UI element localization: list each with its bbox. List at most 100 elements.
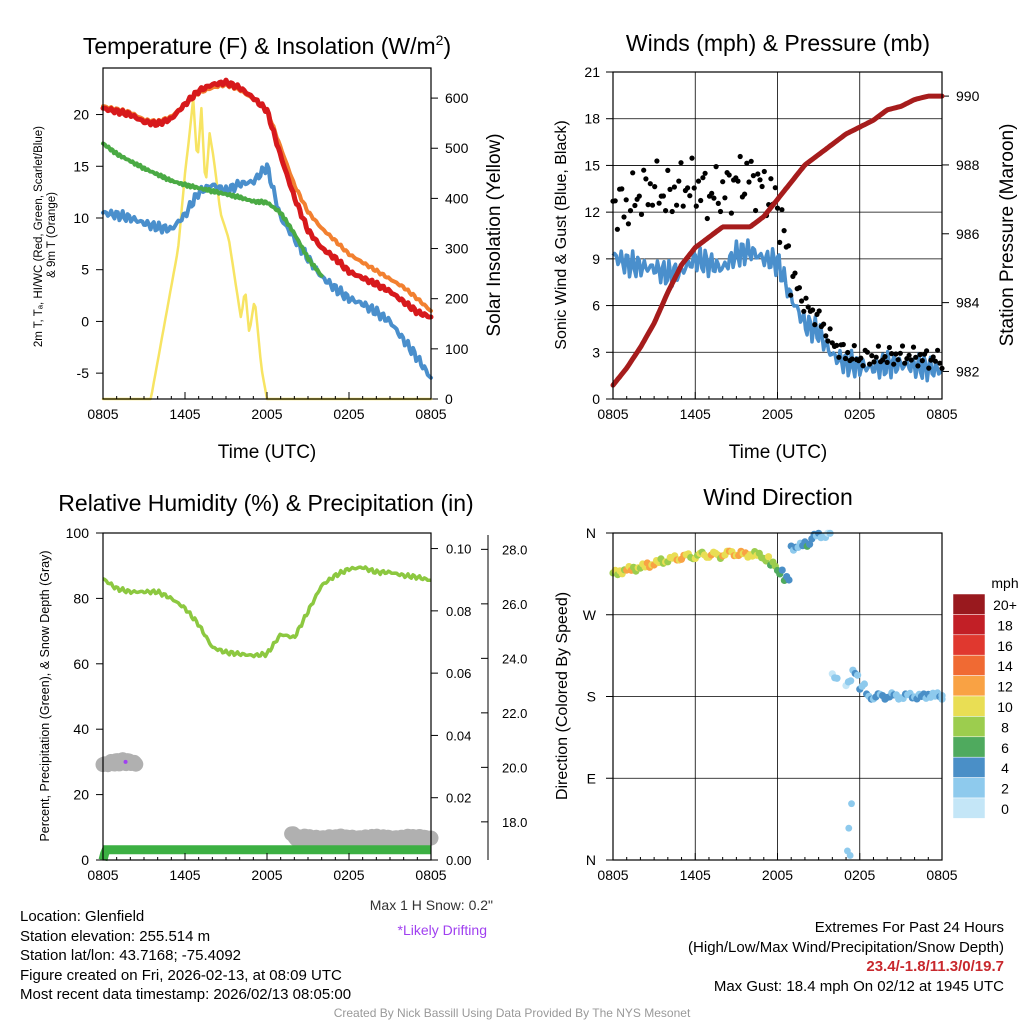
gust-point — [908, 357, 914, 363]
gust-point — [930, 354, 936, 360]
gust-point — [774, 205, 781, 211]
winds-y-tick-label: 15 — [584, 157, 600, 173]
legend-label: 12 — [997, 679, 1013, 695]
temp-y2-tick-label: 500 — [445, 140, 469, 156]
drifting-marker — [123, 759, 128, 764]
gust-point — [913, 354, 919, 360]
dir-x-tick-label: 0205 — [844, 867, 875, 883]
gust-point — [867, 361, 873, 367]
dir-x-tick-label: 0805 — [926, 867, 957, 883]
gust-point — [799, 298, 805, 304]
credit-line: Created By Nick Bassill Using Data Provi… — [333, 1006, 691, 1020]
gust-point — [840, 341, 846, 348]
winds-x-tick-label: 0805 — [926, 406, 957, 422]
winds-y-axis-label: Sonic Wind & Gust (Blue, Black) — [553, 120, 570, 349]
gust-point — [685, 185, 691, 191]
dir-x-tick-label: 1405 — [680, 867, 711, 883]
rh-y-tick-label: 100 — [66, 525, 90, 541]
gust-point — [821, 321, 827, 327]
series-wind-direction-points — [609, 529, 946, 859]
gust-point — [656, 200, 662, 206]
extremes-subtitle: (High/Low/Max Wind/Precipitation/Snow De… — [688, 938, 1004, 956]
gust-point — [906, 352, 912, 358]
gust-point — [919, 358, 925, 364]
dir-y-tick-label: S — [587, 689, 596, 705]
gust-point — [619, 186, 625, 192]
gust-point — [713, 164, 719, 170]
temp-y-tick-label: 20 — [73, 107, 89, 123]
legend-label: 0 — [1001, 801, 1009, 817]
panel-temperature: Temperature (F) & Insolation (W/m2) Time… — [33, 32, 505, 463]
series-gust-points — [610, 153, 945, 371]
precip-y2-tick-label: 0.10 — [446, 542, 471, 557]
recent-timestamp: Most recent data timestamp: 2026/02/13 0… — [20, 986, 352, 1004]
legend-swatch — [952, 654, 986, 676]
gust-point — [704, 215, 710, 222]
gust-point — [886, 344, 893, 351]
snow-depth-tick-label: 28.0 — [502, 542, 527, 557]
dir-chart-title: Wind Direction — [703, 484, 853, 510]
gust-point — [627, 208, 634, 214]
temp-x-tick-label: 0805 — [87, 406, 118, 422]
winds-x-tick-label: 1405 — [680, 406, 711, 422]
legend-label: 16 — [997, 638, 1013, 654]
gust-point — [669, 208, 675, 215]
gust-point — [836, 354, 842, 360]
gust-point — [737, 153, 743, 160]
legend-swatch — [952, 614, 986, 636]
station-info: Location: Glenfield Station elevation: 2… — [20, 907, 351, 1005]
gust-point — [711, 195, 717, 201]
panel-humidity: Relative Humidity (%) & Precipitation (i… — [38, 490, 527, 883]
gust-point — [654, 158, 660, 164]
gust-point — [803, 295, 809, 301]
gust-point — [788, 292, 794, 298]
gust-point — [674, 202, 680, 208]
winds-y2-tick-label: 986 — [956, 226, 980, 242]
gust-point — [698, 197, 704, 204]
winds-y-tick-label: 0 — [592, 391, 600, 407]
series-snow-depth-line — [95, 752, 439, 848]
gust-point — [932, 358, 939, 364]
winds-y-tick-label: 12 — [584, 204, 600, 220]
wind-direction-point — [845, 824, 853, 832]
gust-point — [652, 184, 658, 190]
gust-point — [645, 202, 651, 208]
winds-x-tick-label: 0205 — [844, 406, 875, 422]
legend-swatch — [952, 716, 986, 738]
gust-point — [702, 170, 708, 176]
legend-label: 2 — [1001, 781, 1009, 797]
gust-point — [869, 353, 875, 359]
max-gust: Max Gust: 18.4 mph On 02/12 at 1945 UTC — [713, 977, 1004, 995]
legend-swatch — [952, 695, 986, 717]
gust-point — [693, 203, 699, 209]
gust-point — [860, 363, 866, 369]
legend-label: 10 — [997, 699, 1013, 715]
legend-swatch — [952, 777, 986, 799]
extremes-values: 23.4/-1.8/11.3/0/19.7 — [866, 958, 1004, 976]
gust-point — [665, 167, 671, 173]
legend-label: 18 — [997, 617, 1013, 633]
gust-point — [792, 270, 798, 276]
gust-point — [785, 243, 792, 249]
dir-y-tick-label: W — [583, 607, 597, 623]
winds-y-tick-label: 21 — [584, 64, 600, 80]
legend-swatch — [952, 797, 986, 819]
series-wind-chill-line — [101, 162, 433, 380]
gust-point — [889, 351, 895, 357]
gust-point — [899, 343, 906, 349]
temp-y2-tick-label: 0 — [445, 391, 453, 407]
gust-point — [777, 239, 783, 245]
gust-point — [816, 308, 822, 314]
gust-point — [875, 343, 882, 349]
legend-label: 4 — [1001, 760, 1009, 776]
temp-y2-tick-label: 400 — [445, 190, 469, 206]
series-sonic-wind-line — [611, 238, 944, 383]
gust-point — [902, 360, 908, 366]
gust-point — [700, 175, 706, 181]
rh-y-tick-label: 60 — [73, 656, 89, 672]
winds-x-tick-label: 0805 — [597, 406, 628, 422]
rh-x-tick-label: 0805 — [87, 867, 118, 883]
gust-point — [735, 178, 741, 184]
gust-point — [748, 158, 754, 164]
gust-point — [842, 355, 849, 362]
